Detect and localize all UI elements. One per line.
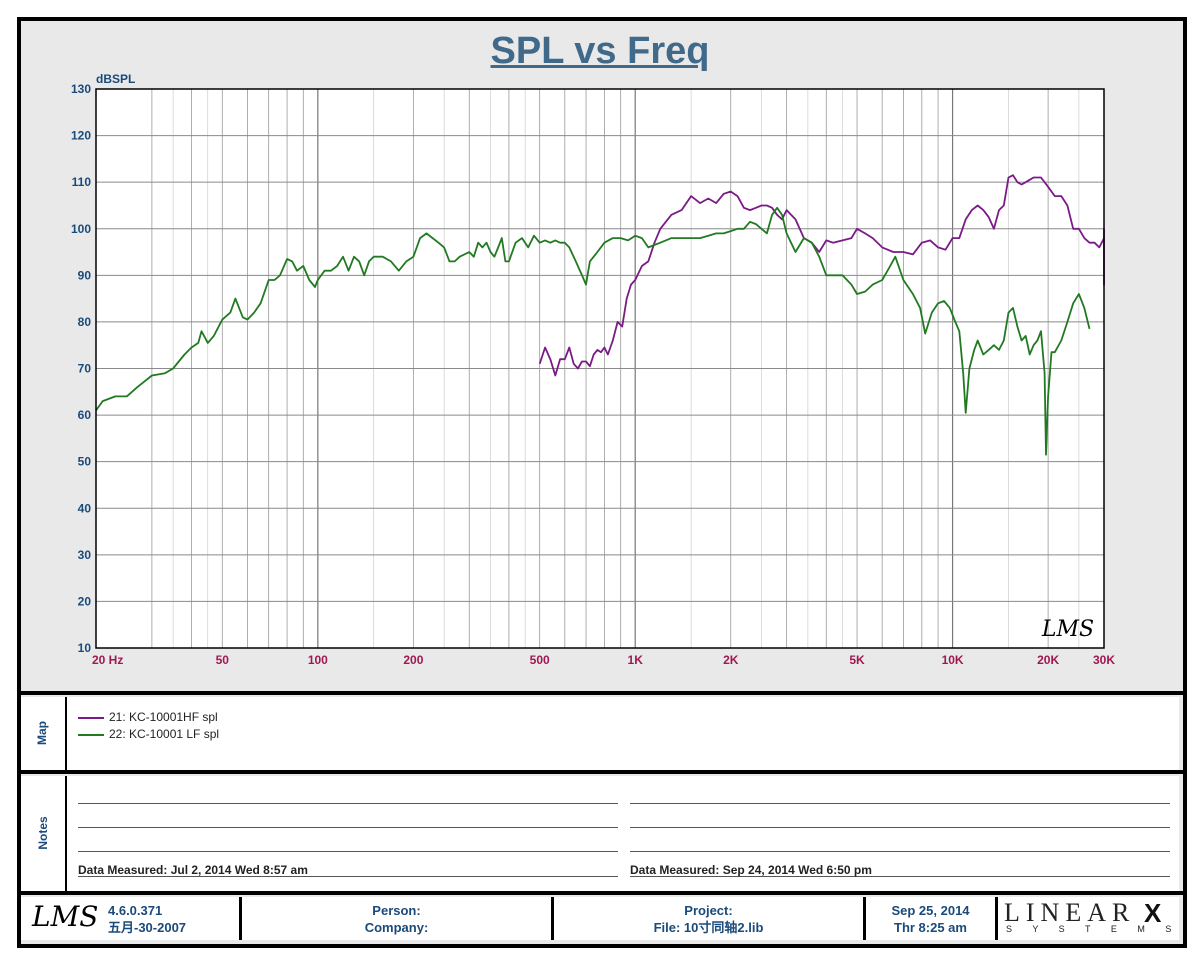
x-tick-label: 100 [308,653,328,667]
project-label: Project: [684,903,733,918]
y-axis-label: dBSPL [96,72,135,86]
y-tick-label: 120 [71,129,91,143]
divider-3 [17,891,1187,895]
y-tick-label: 110 [72,175,92,189]
company-label: Company: [364,920,429,935]
legend-label-lf: 22: KC-10001 LF spl [109,727,220,741]
footer-panel [21,897,1179,940]
notes-panel [67,776,1179,891]
notes-divider [65,776,67,891]
x-tick-label: 1K [628,653,644,667]
x-tick-label: 30K [1093,653,1115,667]
legend-label-hf: 21: KC-10001HF spl [109,710,218,724]
note-line [78,851,618,852]
data-measured-right: Data Measured: Sep 24, 2014 Wed 6:50 pm [630,863,872,877]
x-tick-label: 200 [403,653,423,667]
footer-date: Sep 25, 2014 [891,903,970,918]
lms-logo: LMS [32,900,99,933]
build-date: 五月-30-2007 [108,920,187,935]
brand-word: LINEAR [1004,898,1136,927]
linearx-logo: LINEAR X S Y S T E M S [1002,898,1174,938]
y-tick-label: 10 [78,641,92,655]
note-line [78,876,618,877]
notes-side [21,776,65,891]
note-line [630,827,1170,828]
note-line [78,827,618,828]
x-tick-label: 50 [216,653,230,667]
y-tick-label: 60 [78,408,92,422]
y-tick-label: 30 [78,548,92,562]
file-name: File: 10寸同轴2.lib [653,920,764,935]
x-tick-label: 2K [723,653,739,667]
brand-systems: S Y S T E M S [1006,924,1181,934]
y-tick-label: 20 [78,594,92,608]
divider-2 [17,770,1187,774]
data-measured-left: Data Measured: Jul 2, 2014 Wed 8:57 am [78,863,308,877]
map-label: Map [35,721,49,745]
divider-1 [17,691,1187,695]
map-divider [65,697,67,770]
legend-item-lf: 22: KC-10001 LF spl [78,727,219,741]
y-tick-label: 40 [78,501,92,515]
x-tick-label: 5K [849,653,865,667]
y-tick-label: 50 [78,455,92,469]
note-line [630,876,1170,877]
version: 4.6.0.371 [108,903,163,918]
series-line-lf [95,206,1091,456]
brand-x: X [1144,898,1162,928]
notes-label: Notes [36,816,50,850]
x-tick-label: 10K [942,653,964,667]
footer-time: Thr 8:25 am [894,920,967,935]
y-tick-label: 100 [71,222,91,236]
footer-divider [995,897,998,940]
note-line [630,851,1170,852]
y-tick-label: 90 [78,268,92,282]
y-tick-label: 80 [78,315,92,329]
x-tick-label: 500 [530,653,550,667]
map-panel [67,697,1179,770]
footer-divider [863,897,866,940]
person-label: Person: [372,903,421,918]
note-line [630,803,1170,804]
lms-watermark: LMS [1041,617,1094,642]
y-tick-label: 70 [78,362,92,376]
map-side [21,697,65,770]
plot-border [95,88,1105,649]
footer-divider [239,897,242,940]
footer-divider [551,897,554,940]
legend-swatch-hf [78,716,104,719]
y-tick-label: 130 [71,82,91,96]
series-line-hf [538,174,1105,377]
x-tick-label: 20 Hz [92,653,123,667]
legend-swatch-lf [78,733,104,736]
legend-item-hf: 21: KC-10001HF spl [78,710,218,724]
chart-title: SPL vs Freq [490,30,710,72]
x-tick-label: 20K [1037,653,1059,667]
note-line [78,803,618,804]
